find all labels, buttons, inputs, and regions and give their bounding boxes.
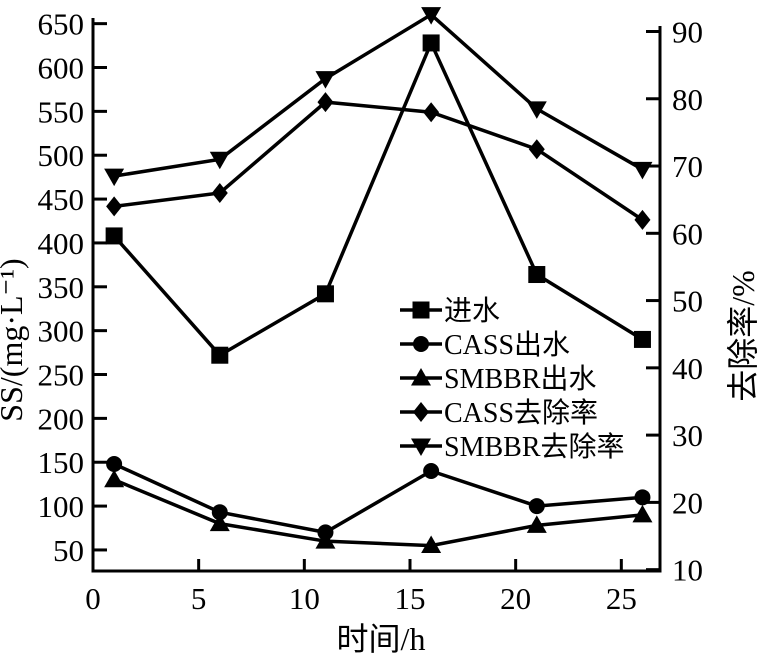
y-axis-left-tick-label: 450: [38, 182, 85, 217]
smbbr-removal-rate-marker: [632, 161, 653, 180]
x-axis-tick-label: 25: [606, 581, 637, 616]
y-axis-left-tick-label: 200: [38, 401, 85, 436]
smbbr-effluent-marker: [421, 535, 442, 554]
smbbr-removal-rate-line: [113, 12, 644, 178]
y-axis-left-tick-label: 150: [38, 445, 85, 480]
y-axis-left-tick-label: 300: [38, 314, 85, 349]
cass-removal-rate-marker: [528, 139, 545, 160]
influent-marker: [105, 227, 123, 245]
y-axis-right-tick-label: 10: [672, 553, 703, 588]
smbbr-removal-rate-marker: [104, 168, 125, 187]
smbbr-effluent-marker: [632, 504, 653, 523]
x-axis-tick-label: 0: [85, 581, 101, 616]
cass-effluent-line: [113, 462, 643, 535]
cass-removal-rate-marker: [634, 209, 651, 230]
x-axis-tick-label: 10: [289, 581, 320, 616]
smbbr-removal-rate-marker: [526, 101, 547, 119]
smbbr-effluent-marker: [315, 531, 336, 549]
y-axis-left-tick-label: 600: [38, 51, 85, 86]
legend-label-smbbr-effluent: SMBBR出水: [444, 363, 597, 395]
x-axis-tick-label: 5: [191, 581, 207, 616]
x-axis-tick-label: 15: [394, 581, 425, 616]
influent-marker: [528, 266, 546, 284]
y-axis-right-tick-label: 80: [672, 82, 703, 117]
smbbr-effluent-line: [113, 478, 643, 548]
influent-line: [112, 38, 644, 358]
y-axis-right-tick-label: 90: [672, 14, 703, 49]
y-axis-right-tick-label: 60: [672, 216, 703, 251]
smbbr-removal-rate-marker: [421, 7, 442, 25]
y-axis-left-tick-label: 50: [53, 533, 84, 568]
triangle-up-icon: [411, 368, 431, 386]
y-axis-left-tick-label: 500: [38, 138, 85, 173]
diamond-icon: [413, 402, 429, 422]
y-axis-left-tick-label: 350: [38, 270, 85, 305]
x-axis-tick-label: 20: [500, 581, 531, 616]
influent-marker: [422, 34, 440, 52]
smbbr-effluent-marker: [209, 513, 230, 532]
smbbr-removal-rate-marker: [209, 151, 230, 170]
influent-marker: [211, 346, 229, 364]
cass-effluent-marker: [528, 498, 545, 515]
legend-label-smbbr-removal-rate: SMBBR去除率: [444, 431, 625, 463]
smbbr-effluent-marker: [526, 515, 547, 533]
cass-effluent-marker: [211, 504, 228, 521]
y-axis-right-tick-label: 20: [672, 485, 703, 520]
y-axis-right-label: 去除率/%: [725, 270, 761, 402]
y-axis-left-tick-label: 400: [38, 226, 85, 261]
cass-removal-rate-marker: [211, 182, 228, 203]
cass-effluent-marker: [634, 489, 651, 506]
cass-effluent-marker: [106, 455, 123, 472]
y-axis-left-label: SS/(mg·L⁻¹): [0, 258, 29, 421]
cass-removal-rate-marker: [423, 102, 440, 123]
circle-icon: [413, 336, 429, 352]
y-axis-left-tick-label: 550: [38, 94, 85, 129]
y-axis-left-tick-label: 250: [38, 358, 85, 393]
x-axis-label: 时间/h: [337, 621, 426, 657]
y-axis-left-tick-label: 650: [38, 7, 85, 42]
cass-removal-rate-marker: [106, 196, 123, 217]
square-icon: [412, 301, 430, 319]
cass-removal-rate-marker: [317, 92, 334, 113]
y-axis-right-tick-label: 50: [672, 284, 703, 319]
y-axis-right-tick-label: 30: [672, 418, 703, 453]
smbbr-removal-rate-marker: [315, 71, 336, 89]
y-axis-right-tick-label: 40: [672, 351, 703, 386]
influent-marker: [633, 330, 651, 348]
cass-effluent-marker: [423, 463, 440, 480]
y-axis-left-tick-label: 100: [38, 489, 85, 524]
chart-plot-area: 5010015020025030035040045050055060065010…: [38, 7, 704, 616]
legend-label-cass-effluent: CASS出水: [444, 329, 570, 361]
smbbr-effluent-marker: [104, 469, 125, 488]
legend-label-influent: 进水: [444, 295, 500, 327]
legend-label-cass-removal-rate: CASS去除率: [444, 397, 598, 429]
y-axis-right-tick-label: 70: [672, 149, 703, 184]
triangle-down-icon: [411, 438, 431, 456]
influent-marker: [316, 285, 334, 303]
cass-removal-rate-line: [113, 100, 644, 222]
